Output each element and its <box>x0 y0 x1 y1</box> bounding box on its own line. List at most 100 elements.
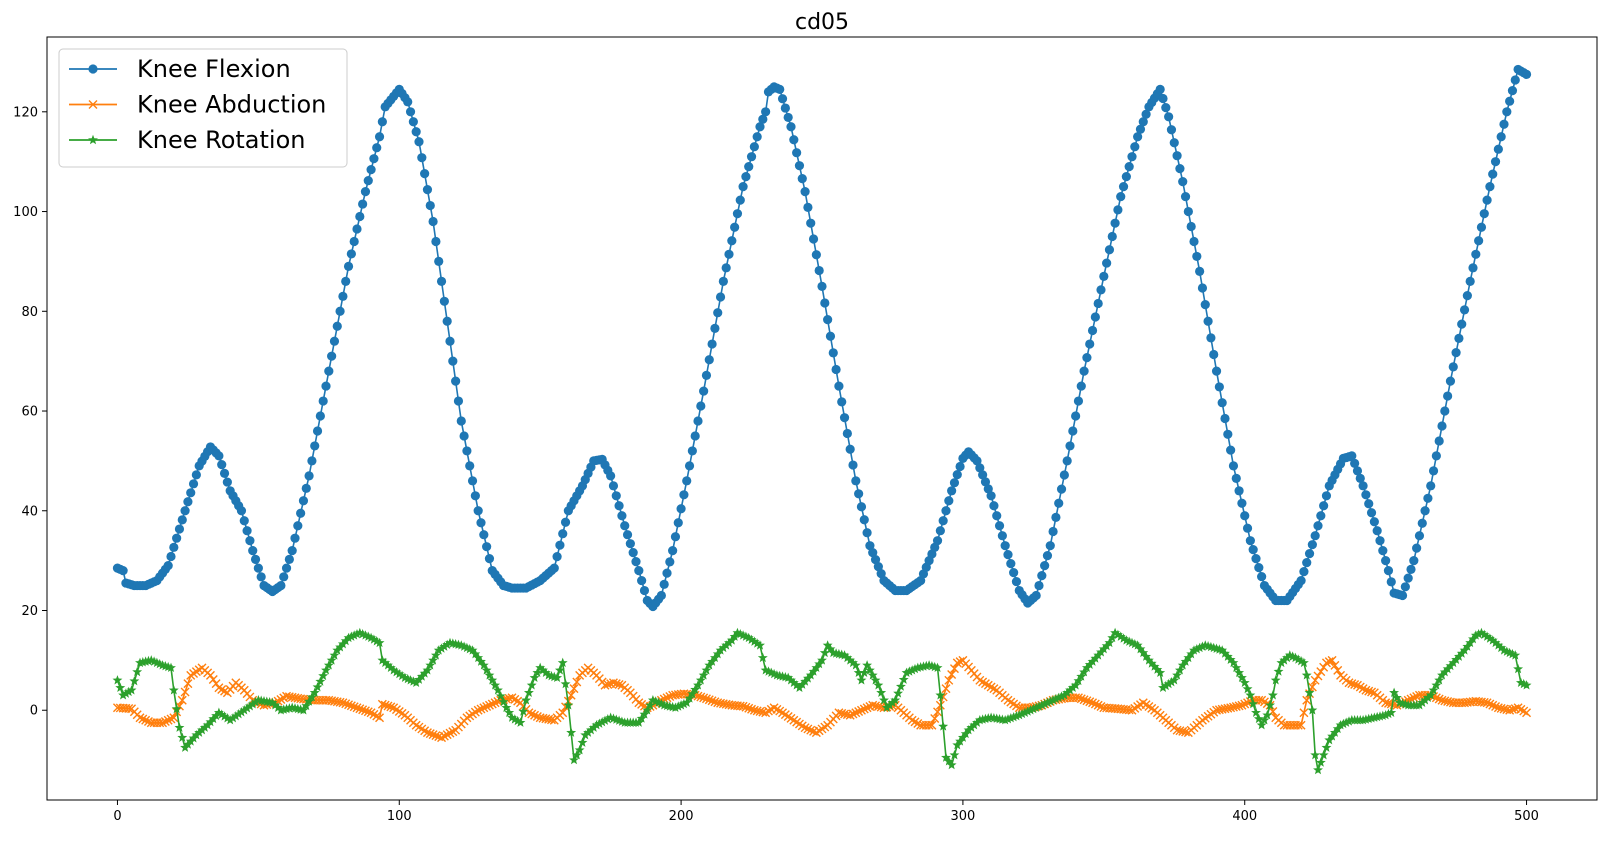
knee-abduction-point <box>851 708 861 718</box>
knee-flexion-point <box>1485 182 1495 192</box>
knee-rotation-point <box>921 660 932 671</box>
knee-flexion-point <box>1361 490 1371 500</box>
knee-rotation-point <box>873 680 884 690</box>
knee-rotation-point <box>219 711 230 721</box>
knee-rotation-point <box>907 665 918 675</box>
knee-flexion-point <box>250 554 261 564</box>
knee-flexion-point <box>701 370 712 380</box>
knee-flexion-point <box>752 132 762 142</box>
knee-abduction-point <box>1090 699 1100 709</box>
knee-rotation-point <box>760 665 771 675</box>
legend-label: Knee Rotation <box>137 126 305 154</box>
knee-rotation-point <box>856 675 867 685</box>
knee-abduction-point <box>1491 702 1501 711</box>
knee-flexion-point <box>994 521 1005 531</box>
knee-rotation-point <box>1220 648 1230 658</box>
knee-rotation-point <box>380 657 391 668</box>
x-tick-label: 500 <box>1514 809 1539 824</box>
knee-rotation-point <box>374 637 385 648</box>
knee-abduction-point <box>614 679 624 689</box>
knee-flexion-point <box>1164 112 1174 122</box>
knee-rotation-point <box>786 675 796 685</box>
knee-rotation-point <box>1366 713 1377 723</box>
knee-flexion-point <box>310 441 320 451</box>
knee-flexion-point <box>1423 493 1433 503</box>
knee-flexion-point <box>1428 466 1439 476</box>
knee-rotation-point <box>433 645 444 655</box>
knee-flexion-point <box>1313 521 1323 531</box>
knee-abduction-point <box>1299 708 1309 718</box>
knee-rotation-point <box>808 666 819 676</box>
knee-rotation-point <box>1096 647 1106 657</box>
knee-rotation-point <box>853 667 864 678</box>
knee-flexion-point <box>662 568 672 578</box>
legend-marker <box>88 100 98 109</box>
knee-rotation-point <box>318 670 329 681</box>
knee-abduction-point <box>1181 727 1191 737</box>
knee-rotation-point <box>743 632 754 643</box>
knee-rotation-point <box>532 667 543 678</box>
knee-flexion-point <box>1254 563 1264 573</box>
knee-abduction-point <box>428 730 438 740</box>
knee-rotation-point <box>1276 657 1287 668</box>
knee-flexion-point <box>1203 316 1213 326</box>
knee-flexion-point <box>862 528 872 538</box>
knee-abduction-point <box>177 695 187 705</box>
knee-rotation-point <box>650 696 661 706</box>
knee-abduction-point <box>927 720 937 730</box>
knee-flexion-point <box>403 97 413 107</box>
knee-flexion-point <box>327 351 337 361</box>
knee-rotation-point <box>194 727 205 737</box>
knee-rotation-point <box>1284 650 1295 660</box>
knee-flexion-point <box>1169 138 1179 148</box>
knee-rotation-point <box>1459 645 1470 655</box>
knee-flexion-point <box>1000 541 1010 551</box>
knee-flexion-point <box>1296 575 1306 586</box>
knee-flexion-point <box>1079 366 1089 376</box>
knee-rotation-point <box>704 660 715 670</box>
knee-rotation-point <box>354 627 365 638</box>
knee-rotation-point <box>678 698 689 709</box>
knee-flexion-point <box>1381 556 1391 566</box>
knee-flexion-point <box>1369 517 1379 527</box>
knee-abduction-point <box>1361 685 1371 695</box>
knee-rotation-point <box>915 662 926 672</box>
knee-rotation-point <box>960 728 971 739</box>
knee-abduction-point <box>352 703 362 713</box>
knee-rotation-point <box>1499 645 1509 655</box>
knee-abduction-point <box>1488 700 1498 710</box>
knee-rotation-point <box>800 676 811 686</box>
knee-rotation-point <box>1451 654 1462 664</box>
knee-abduction-point <box>482 702 492 711</box>
knee-flexion-point <box>332 321 342 331</box>
knee-flexion-point <box>1479 209 1489 219</box>
knee-flexion-point <box>676 504 686 514</box>
knee-rotation-point <box>233 709 244 719</box>
knee-rotation-point <box>1022 706 1033 716</box>
knee-rotation-point <box>825 643 836 654</box>
knee-flexion-point <box>1141 109 1151 119</box>
knee-rotation-point <box>1098 643 1109 654</box>
knee-rotation-point <box>1389 687 1400 697</box>
knee-flexion-point <box>312 426 323 436</box>
knee-rotation-point <box>594 718 605 728</box>
knee-flexion-point <box>1226 445 1236 455</box>
knee-rotation-point <box>755 640 765 650</box>
knee-flexion-point <box>1161 103 1171 113</box>
knee-flexion-point <box>687 446 697 456</box>
knee-rotation-point <box>1256 720 1267 730</box>
series-layer <box>112 64 1532 775</box>
knee-rotation-point <box>814 658 825 669</box>
knee-rotation-point <box>213 707 224 717</box>
knee-flexion-point <box>1231 473 1241 483</box>
knee-rotation-point <box>326 655 337 665</box>
knee-flexion-point <box>1406 564 1416 574</box>
knee-abduction-point <box>205 670 215 680</box>
knee-abduction-point <box>527 709 537 719</box>
knee-rotation-point <box>862 660 873 670</box>
knee-rotation-point <box>870 675 881 685</box>
knee-flexion-point <box>775 84 785 94</box>
knee-rotation-point <box>281 703 292 714</box>
knee-flexion-point <box>1321 491 1332 501</box>
knee-rotation-point <box>1296 656 1307 666</box>
